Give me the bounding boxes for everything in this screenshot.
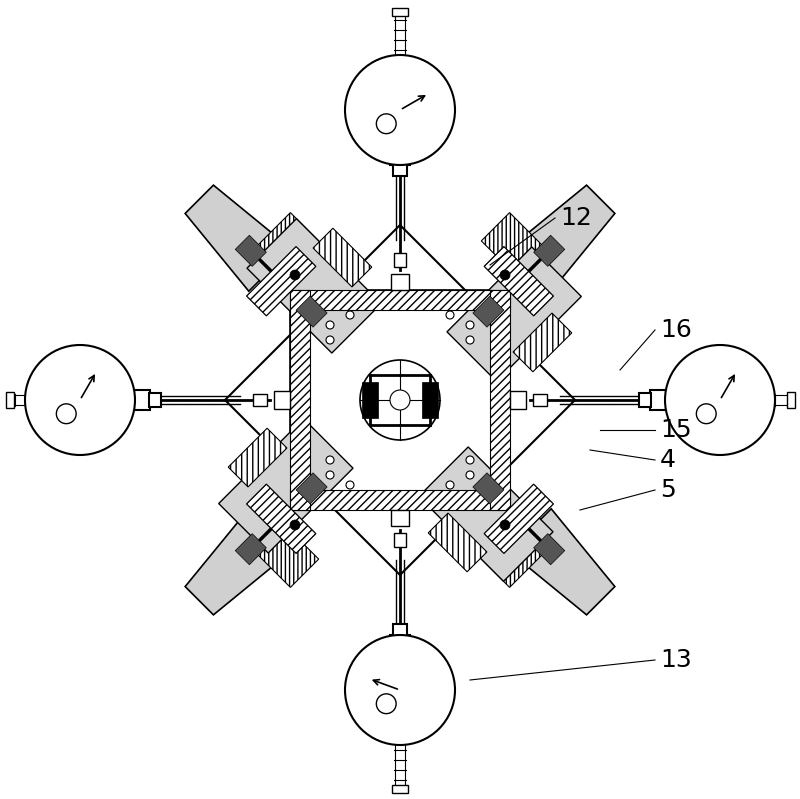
- Bar: [392, 8, 408, 16]
- Text: 13: 13: [660, 648, 692, 672]
- Circle shape: [466, 471, 474, 479]
- Circle shape: [326, 336, 334, 344]
- Circle shape: [376, 694, 396, 714]
- Bar: [650, 390, 670, 410]
- Bar: [246, 247, 316, 316]
- Circle shape: [466, 456, 474, 464]
- Bar: [228, 428, 287, 487]
- Bar: [274, 391, 290, 409]
- Bar: [130, 390, 150, 410]
- Bar: [473, 473, 504, 504]
- Bar: [394, 253, 406, 267]
- Bar: [296, 296, 327, 327]
- Bar: [251, 520, 318, 587]
- Bar: [362, 382, 378, 400]
- Bar: [393, 164, 407, 176]
- Bar: [534, 235, 565, 266]
- Polygon shape: [509, 185, 615, 291]
- Circle shape: [360, 360, 440, 440]
- Text: 16: 16: [660, 318, 692, 342]
- Bar: [482, 213, 549, 280]
- Circle shape: [326, 456, 334, 464]
- Bar: [394, 533, 406, 547]
- Bar: [390, 145, 410, 165]
- Bar: [484, 247, 554, 316]
- Text: 4: 4: [660, 448, 676, 472]
- Circle shape: [466, 321, 474, 329]
- Polygon shape: [509, 509, 615, 615]
- Circle shape: [500, 520, 510, 530]
- Circle shape: [390, 390, 410, 410]
- Circle shape: [56, 403, 76, 423]
- Bar: [390, 635, 410, 655]
- Bar: [513, 313, 572, 372]
- Circle shape: [696, 403, 716, 423]
- Bar: [290, 290, 310, 510]
- Bar: [362, 400, 378, 418]
- Text: 5: 5: [660, 478, 676, 502]
- Bar: [428, 513, 487, 572]
- Bar: [484, 484, 554, 554]
- Bar: [473, 296, 504, 327]
- Bar: [510, 391, 526, 409]
- Bar: [392, 785, 408, 793]
- Bar: [639, 393, 651, 407]
- Circle shape: [466, 336, 474, 344]
- Circle shape: [345, 55, 455, 165]
- Circle shape: [446, 481, 454, 489]
- Bar: [422, 400, 438, 418]
- Bar: [296, 473, 327, 504]
- Bar: [290, 290, 510, 510]
- Bar: [422, 382, 438, 400]
- Circle shape: [665, 345, 775, 455]
- Bar: [218, 419, 353, 553]
- Bar: [482, 520, 549, 587]
- Bar: [235, 235, 266, 266]
- Bar: [246, 484, 316, 554]
- Bar: [247, 219, 382, 353]
- Bar: [313, 229, 372, 287]
- Bar: [418, 447, 553, 582]
- Bar: [253, 394, 267, 406]
- Bar: [393, 624, 407, 636]
- Bar: [290, 290, 510, 310]
- Bar: [787, 392, 795, 408]
- Text: 15: 15: [660, 418, 692, 442]
- Circle shape: [290, 520, 300, 530]
- Circle shape: [446, 311, 454, 319]
- Bar: [149, 393, 161, 407]
- Bar: [290, 490, 510, 510]
- Bar: [447, 247, 582, 381]
- Bar: [251, 213, 318, 280]
- Bar: [391, 510, 409, 526]
- Text: 12: 12: [560, 206, 592, 230]
- Circle shape: [500, 270, 510, 280]
- Circle shape: [376, 113, 396, 133]
- Circle shape: [25, 345, 135, 455]
- Bar: [391, 274, 409, 290]
- Bar: [490, 290, 510, 510]
- Polygon shape: [225, 225, 575, 575]
- Bar: [533, 394, 547, 406]
- Polygon shape: [185, 509, 291, 615]
- Circle shape: [346, 481, 354, 489]
- Circle shape: [346, 311, 354, 319]
- Circle shape: [326, 471, 334, 479]
- Circle shape: [345, 635, 455, 745]
- Polygon shape: [185, 185, 291, 291]
- Circle shape: [290, 270, 300, 280]
- Bar: [534, 534, 565, 565]
- Bar: [6, 392, 14, 408]
- Circle shape: [326, 321, 334, 329]
- Bar: [235, 534, 266, 565]
